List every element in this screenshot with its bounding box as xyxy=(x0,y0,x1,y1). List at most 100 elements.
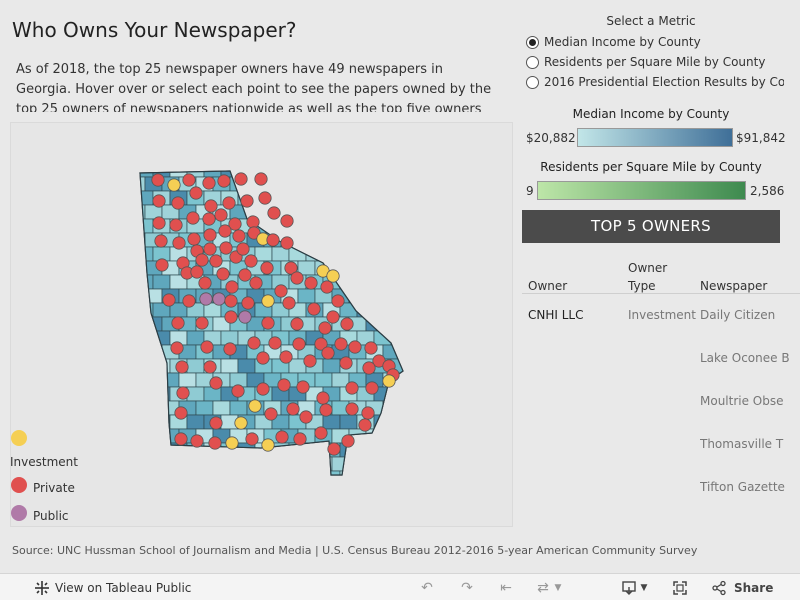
newspaper-point[interactable] xyxy=(267,206,281,220)
newspaper-point[interactable] xyxy=(234,416,248,430)
newspaper-point[interactable] xyxy=(152,216,166,230)
radio-median-income[interactable]: Median Income by County xyxy=(526,35,784,49)
newspaper-point[interactable] xyxy=(364,341,378,355)
newspaper-point[interactable] xyxy=(175,360,189,374)
newspaper-point[interactable] xyxy=(256,351,270,365)
newspaper-point[interactable] xyxy=(162,293,176,307)
newspaper-point[interactable] xyxy=(176,386,190,400)
newspaper-point[interactable] xyxy=(202,212,216,226)
newspaper-point[interactable] xyxy=(244,254,258,268)
newspaper-point[interactable] xyxy=(199,292,213,306)
newspaper-point[interactable] xyxy=(225,436,239,450)
newspaper-point[interactable] xyxy=(190,265,204,279)
table-cell-newspaper[interactable]: Tifton Gazette xyxy=(700,480,785,494)
newspaper-point[interactable] xyxy=(234,172,248,186)
newspaper-point[interactable] xyxy=(365,381,379,395)
refresh-button[interactable]: ⇄ ▼ xyxy=(534,574,564,600)
undo-button[interactable]: ↶ xyxy=(418,574,436,600)
newspaper-point[interactable] xyxy=(217,174,231,188)
newspaper-points[interactable] xyxy=(151,172,400,456)
newspaper-point[interactable] xyxy=(326,269,340,283)
newspaper-point[interactable] xyxy=(231,384,245,398)
newspaper-point[interactable] xyxy=(260,261,274,275)
newspaper-point[interactable] xyxy=(172,236,186,250)
column-header-owner[interactable]: Owner xyxy=(528,279,568,293)
newspaper-point[interactable] xyxy=(254,172,268,186)
newspaper-point[interactable] xyxy=(248,399,262,413)
column-header-owner-type[interactable]: Owner Type xyxy=(628,261,668,293)
newspaper-point[interactable] xyxy=(224,310,238,324)
newspaper-point[interactable] xyxy=(216,267,230,281)
newspaper-point[interactable] xyxy=(331,294,345,308)
share-button[interactable]: Share xyxy=(710,574,773,600)
newspaper-point[interactable] xyxy=(284,261,298,275)
newspaper-point[interactable] xyxy=(241,296,255,310)
newspaper-point[interactable] xyxy=(280,214,294,228)
newspaper-point[interactable] xyxy=(182,294,196,308)
newspaper-point[interactable] xyxy=(238,310,252,324)
newspaper-point[interactable] xyxy=(362,361,376,375)
newspaper-point[interactable] xyxy=(256,382,270,396)
newspaper-point[interactable] xyxy=(345,381,359,395)
newspaper-point[interactable] xyxy=(203,242,217,256)
newspaper-point[interactable] xyxy=(314,337,328,351)
newspaper-point[interactable] xyxy=(212,292,226,306)
newspaper-point[interactable] xyxy=(247,336,261,350)
newspaper-point[interactable] xyxy=(195,316,209,330)
table-cell-newspaper[interactable]: Lake Oconee B xyxy=(700,351,790,365)
newspaper-point[interactable] xyxy=(326,310,340,324)
newspaper-point[interactable] xyxy=(151,173,165,187)
newspaper-point[interactable] xyxy=(209,376,223,390)
newspaper-point[interactable] xyxy=(361,406,375,420)
newspaper-point[interactable] xyxy=(204,199,218,213)
newspaper-point[interactable] xyxy=(292,337,306,351)
table-cell-owner[interactable]: CNHI LLC xyxy=(528,308,584,322)
newspaper-point[interactable] xyxy=(261,316,275,330)
newspaper-point[interactable] xyxy=(182,173,196,187)
newspaper-point[interactable] xyxy=(187,232,201,246)
revert-button[interactable]: ⇤ xyxy=(497,574,515,600)
newspaper-point[interactable] xyxy=(341,434,355,448)
newspaper-point[interactable] xyxy=(246,215,260,229)
newspaper-point[interactable] xyxy=(152,194,166,208)
newspaper-point[interactable] xyxy=(334,337,348,351)
newspaper-point[interactable] xyxy=(174,406,188,420)
newspaper-point[interactable] xyxy=(266,233,280,247)
view-on-tableau-public-link[interactable]: View on Tableau Public xyxy=(33,574,191,600)
newspaper-point[interactable] xyxy=(167,178,181,192)
newspaper-point[interactable] xyxy=(240,194,254,208)
newspaper-point[interactable] xyxy=(154,234,168,248)
redo-button[interactable]: ↷ xyxy=(458,574,476,600)
newspaper-point[interactable] xyxy=(339,356,353,370)
newspaper-point[interactable] xyxy=(203,228,217,242)
newspaper-point[interactable] xyxy=(200,340,214,354)
newspaper-point[interactable] xyxy=(286,402,300,416)
newspaper-point[interactable] xyxy=(155,258,169,272)
map-panel[interactable]: Investment Private Public xyxy=(10,122,513,527)
newspaper-point[interactable] xyxy=(290,317,304,331)
newspaper-point[interactable] xyxy=(327,442,341,456)
newspaper-point[interactable] xyxy=(232,229,246,243)
newspaper-point[interactable] xyxy=(218,224,232,238)
newspaper-point[interactable] xyxy=(261,438,275,452)
newspaper-point[interactable] xyxy=(238,268,252,282)
newspaper-point[interactable] xyxy=(258,191,272,205)
radio-button-icon[interactable] xyxy=(526,35,539,49)
newspaper-point[interactable] xyxy=(171,196,185,210)
newspaper-point[interactable] xyxy=(382,374,396,388)
newspaper-point[interactable] xyxy=(219,241,233,255)
newspaper-point[interactable] xyxy=(261,294,275,308)
newspaper-point[interactable] xyxy=(222,196,236,210)
newspaper-point[interactable] xyxy=(290,271,304,285)
newspaper-point[interactable] xyxy=(318,321,332,335)
newspaper-point[interactable] xyxy=(171,316,185,330)
newspaper-point[interactable] xyxy=(293,432,307,446)
newspaper-point[interactable] xyxy=(174,432,188,446)
column-header-newspaper[interactable]: Newspaper xyxy=(700,279,768,293)
newspaper-point[interactable] xyxy=(245,432,259,446)
newspaper-point[interactable] xyxy=(303,354,317,368)
newspaper-point[interactable] xyxy=(202,176,216,190)
radio-button-icon[interactable] xyxy=(526,75,539,89)
newspaper-point[interactable] xyxy=(314,426,328,440)
newspaper-point[interactable] xyxy=(348,340,362,354)
